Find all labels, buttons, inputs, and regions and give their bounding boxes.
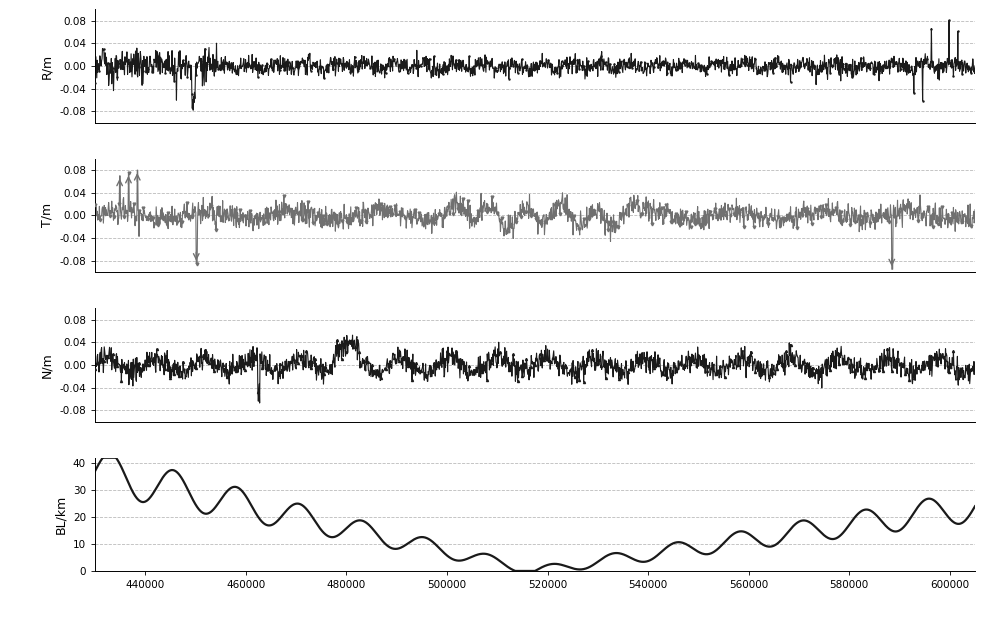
Y-axis label: BL/km: BL/km — [54, 495, 67, 534]
Y-axis label: R/m: R/m — [41, 54, 54, 79]
Y-axis label: N/m: N/m — [41, 352, 54, 378]
Y-axis label: T/m: T/m — [41, 203, 54, 228]
